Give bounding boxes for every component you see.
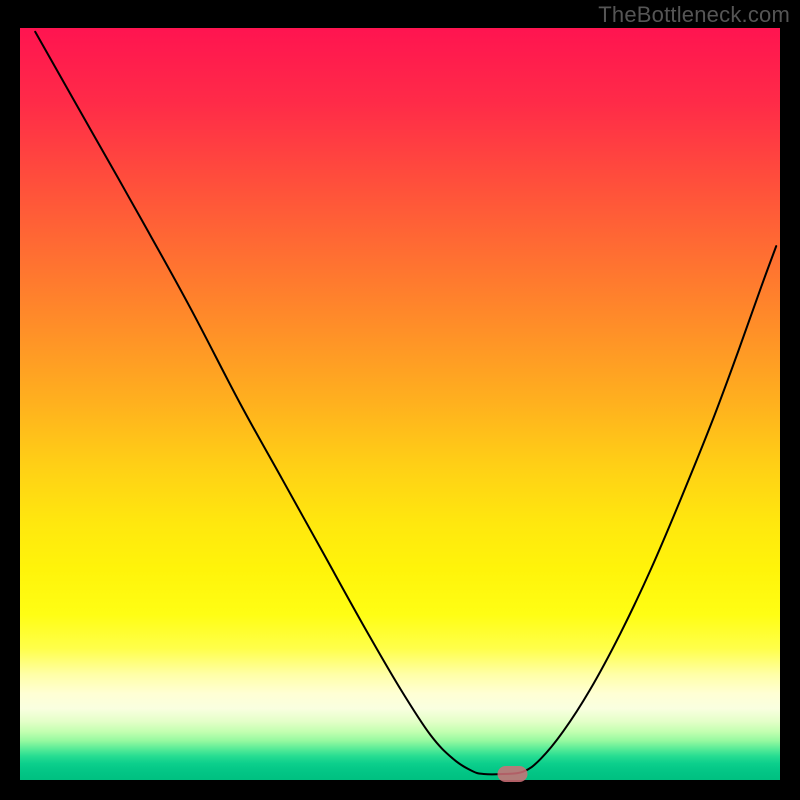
bottleneck-chart: [0, 0, 800, 800]
watermark-text: TheBottleneck.com: [598, 2, 790, 28]
optimal-marker: [498, 766, 528, 782]
chart-container: TheBottleneck.com: [0, 0, 800, 800]
chart-background: [20, 28, 780, 780]
